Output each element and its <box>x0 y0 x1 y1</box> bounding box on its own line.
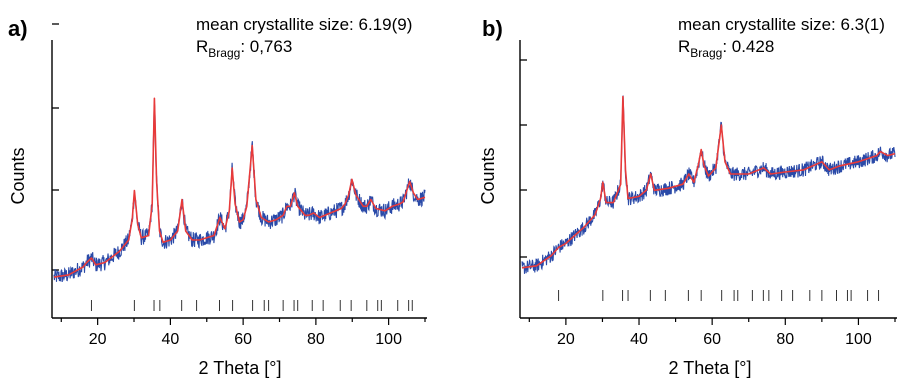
panel-label: a) <box>8 16 28 41</box>
y-axis-label: Counts <box>478 147 498 204</box>
x-tick-label: 20 <box>557 331 575 348</box>
x-tick-label: 100 <box>845 331 872 348</box>
x-tick-label: 60 <box>234 331 252 348</box>
calculated-fit-line <box>53 97 426 278</box>
observed-pattern-line <box>53 101 426 283</box>
x-tick-label: 60 <box>703 331 721 348</box>
y-axis-label: Counts <box>8 147 28 204</box>
observed-pattern-line <box>521 95 896 274</box>
x-tick-label: 80 <box>307 331 325 348</box>
crystallite-size-annotation: mean crystallite size: 6.19(9) <box>196 15 412 34</box>
x-tick-label: 80 <box>776 331 794 348</box>
rbragg-annotation: RBragg: 0,763 <box>196 37 292 60</box>
x-tick-label: 100 <box>375 331 402 348</box>
x-axis-label: 2 Theta [°] <box>199 358 282 378</box>
panel-b: 20 40 60 80 100 b) mean crystallite size: 6.3(… <box>478 15 897 378</box>
x-axis-label: 2 Theta [°] <box>669 358 752 378</box>
panel-label: b) <box>482 16 503 41</box>
x-tick-label: 40 <box>630 331 648 348</box>
calculated-fit-line <box>521 95 896 269</box>
rbragg-annotation: RBragg: 0.428 <box>678 37 774 60</box>
crystallite-size-annotation: mean crystallite size: 6.3(1) <box>678 15 885 34</box>
x-tick-label: 20 <box>89 331 107 348</box>
panel-a: 20 40 60 80 100 a) mean crystallite size: 6.19… <box>8 15 427 378</box>
x-tick-label: 40 <box>161 331 179 348</box>
